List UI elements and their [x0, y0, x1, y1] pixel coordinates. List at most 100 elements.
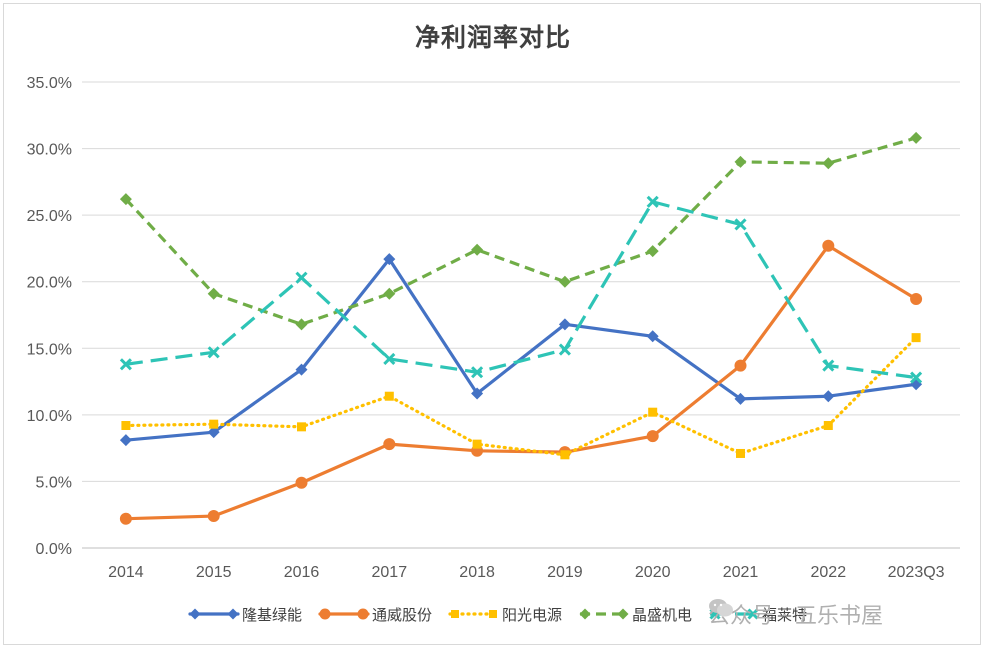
y-tick-label: 25.0%: [27, 208, 72, 225]
wechat-icon: [709, 599, 733, 617]
legend-item: 晶盛机电: [579, 606, 692, 624]
y-tick-label: 15.0%: [27, 341, 72, 358]
x-tick-label: 2015: [196, 564, 232, 581]
y-tick-label: 30.0%: [27, 142, 72, 159]
series-晶盛机电: [119, 131, 923, 331]
data-point: [910, 371, 923, 384]
data-point: [207, 346, 220, 359]
legend-item: 通威股份: [318, 606, 432, 624]
series-line: [125, 200, 917, 380]
y-tick-label: 35.0%: [27, 75, 72, 92]
data-point: [471, 243, 484, 256]
data-point: [383, 352, 396, 365]
data-point: [119, 434, 132, 447]
data-point: [822, 359, 835, 372]
data-point: [822, 239, 835, 252]
data-point: [207, 287, 220, 300]
legend-label: 阳光电源: [502, 606, 562, 624]
data-point: [357, 608, 369, 620]
data-point: [384, 391, 394, 401]
legend-label: 晶盛机电: [632, 606, 692, 624]
series-福莱特: [119, 195, 923, 384]
data-point: [383, 438, 396, 451]
data-point-stroke: [119, 358, 132, 371]
legend: 隆基绿能 通威股份 阳光电源 晶盛机电 福莱特: [188, 606, 807, 624]
data-point: [227, 608, 239, 620]
data-point-stroke: [471, 366, 484, 379]
data-point-stroke: [558, 343, 571, 356]
y-tick-label: 10.0%: [27, 408, 72, 425]
legend-item: 阳光电源: [448, 606, 562, 624]
data-point: [646, 330, 659, 343]
data-point-stroke: [383, 352, 396, 365]
series-lines: [119, 131, 923, 525]
data-point-stroke: [295, 271, 308, 284]
data-point: [383, 253, 396, 266]
data-point: [617, 608, 629, 620]
data-point: [558, 318, 571, 331]
data-point: [910, 293, 923, 306]
data-point: [119, 193, 132, 206]
data-point: [121, 421, 131, 431]
watermark: 公众号 · 五乐书屋: [708, 598, 883, 630]
series-line: [124, 336, 918, 457]
data-point: [646, 195, 659, 208]
data-point: [822, 390, 835, 403]
data-point: [734, 155, 747, 168]
data-point: [823, 421, 833, 431]
data-point: [207, 426, 220, 439]
series-隆基绿能: [119, 253, 923, 447]
x-tick-label: 2019: [547, 564, 583, 581]
x-tick-label: 2018: [459, 564, 495, 581]
series-line: [124, 244, 918, 521]
data-point: [560, 450, 570, 460]
data-point: [119, 358, 132, 371]
x-tick-label: 2017: [372, 564, 408, 581]
data-point: [119, 512, 132, 525]
data-point: [910, 131, 923, 144]
data-point-stroke: [747, 608, 759, 620]
data-point: [207, 510, 220, 523]
grid-lines: [82, 81, 960, 549]
data-point: [471, 387, 484, 400]
x-tick-label: 2022: [811, 564, 847, 581]
data-point: [209, 419, 219, 429]
data-point: [489, 610, 497, 618]
data-point: [383, 287, 396, 300]
legend-label: 隆基绿能: [242, 606, 302, 624]
data-point-stroke: [646, 195, 659, 208]
data-point: [734, 392, 747, 405]
data-point: [822, 157, 835, 170]
x-tick-label: 2016: [284, 564, 320, 581]
series-line: [124, 257, 918, 442]
legend-label: 福莱特: [762, 606, 807, 624]
data-point: [558, 343, 571, 356]
data-point: [295, 318, 308, 331]
data-point: [734, 218, 747, 231]
data-point: [648, 407, 658, 417]
data-point: [471, 366, 484, 379]
y-tick-label: 0.0%: [36, 541, 72, 558]
data-point: [911, 333, 921, 343]
x-tick-label: 2021: [723, 564, 759, 581]
watermark-text: 公众号 · 五乐书屋: [708, 604, 883, 629]
data-point: [646, 245, 659, 258]
y-tick-label: 5.0%: [36, 474, 72, 491]
legend-label: 通威股份: [372, 606, 432, 624]
x-tick-label: 2023Q3: [888, 564, 945, 581]
data-point-stroke: [734, 218, 747, 231]
data-point: [646, 430, 659, 443]
data-point-stroke: [822, 359, 835, 372]
chart-frame: [3, 3, 981, 645]
x-tick-label: 2020: [635, 564, 671, 581]
data-point: [295, 271, 308, 284]
data-point: [319, 608, 331, 620]
data-point-stroke: [910, 371, 923, 384]
data-point: [747, 608, 759, 620]
data-point: [558, 275, 571, 288]
y-tick-label: 20.0%: [27, 275, 72, 292]
series-通威股份: [119, 239, 923, 525]
data-point: [734, 359, 747, 372]
